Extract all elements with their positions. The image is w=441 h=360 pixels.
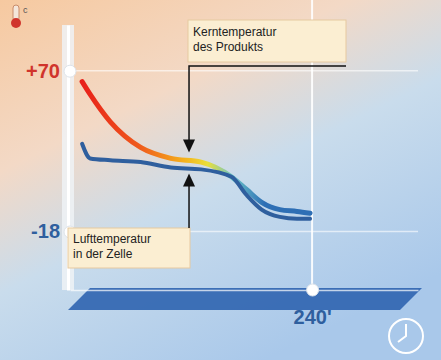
clock-icon: [389, 319, 423, 353]
series-line: [82, 144, 310, 219]
x-tick: 240': [294, 284, 332, 328]
x-axis-floor: [68, 288, 422, 310]
chart: +70 -18 240' c Kerntemperaturdes Produkts Luf…: [0, 0, 441, 360]
annotation-arrow: [189, 66, 346, 140]
annotation-arrowhead: [183, 174, 195, 187]
thermometer-bulb: [11, 18, 21, 28]
x-axis-line: [71, 290, 419, 292]
clock-hands: [398, 324, 406, 342]
y-tick: +70: [26, 60, 76, 82]
clock-face: [389, 319, 423, 353]
x-tick-label: 240': [294, 306, 332, 328]
x-tick-dot: [307, 284, 319, 296]
y-tick-label: +70: [26, 60, 60, 82]
background: [0, 0, 441, 360]
annotations: Kerntemperaturdes Produkts Lufttemperatur…: [68, 20, 346, 268]
annotation-text: Kerntemperaturdes Produkts: [193, 25, 276, 54]
x-axis: 240': [71, 284, 419, 328]
y-tick-dot: [64, 65, 76, 77]
annotation-arrow: [188, 184, 190, 228]
annotation-arrowhead: [183, 139, 195, 152]
y-tick-label: -18: [31, 220, 60, 242]
thermometer-icon: [11, 5, 21, 28]
plot-area: [82, 82, 310, 219]
annotation-box: [188, 20, 346, 62]
grid: [70, 0, 418, 290]
y-axis-label: c: [23, 5, 28, 15]
y-grid-line: [70, 70, 418, 72]
annotation-box: [68, 228, 190, 268]
series-line: [82, 82, 310, 214]
annotation-text: Lufttemperaturin der Zelle: [73, 232, 151, 261]
